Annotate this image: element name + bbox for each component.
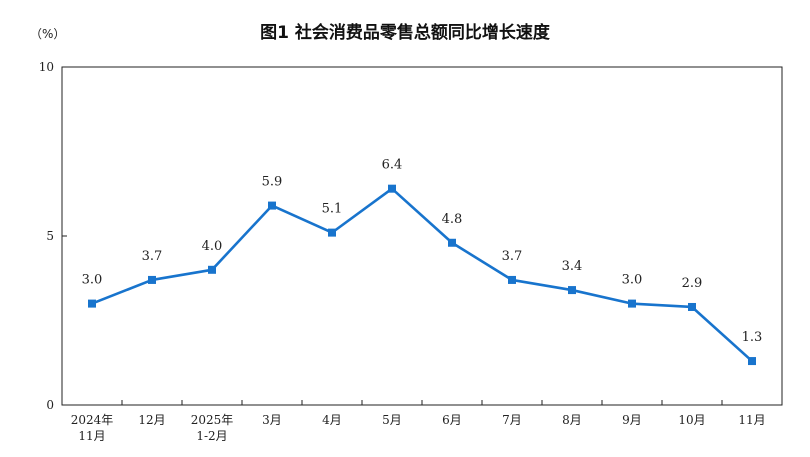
data-label-9: 3.0 [622, 273, 643, 288]
data-label-10: 2.9 [682, 276, 703, 291]
x-tick-label-2-line-1: 1-2月 [196, 429, 227, 443]
data-point-10 [688, 302, 696, 311]
x-tick-label-0-line-0: 2024年 [71, 413, 114, 427]
data-label-11: 1.3 [742, 330, 763, 345]
data-point-3 [268, 201, 276, 210]
series-layer: 3.0 3.7 4.0 5.9 5.1 6.4 4.8 3.7 3.4 3.0 2.9 1.3 [82, 158, 763, 366]
plot-frame [61, 66, 783, 406]
data-point-2 [208, 265, 216, 274]
unit-label: （%） [30, 27, 65, 41]
data-point-11 [748, 357, 756, 366]
data-point-6 [448, 238, 456, 247]
data-point-8 [568, 286, 576, 295]
data-label-7: 3.7 [502, 249, 523, 264]
data-label-2: 4.0 [202, 239, 223, 254]
x-tick-label-11: 11月 [738, 413, 765, 427]
data-label-4: 5.1 [322, 202, 343, 217]
y-tick-label-2: 10 [39, 60, 54, 74]
y-axis: 0 5 10 [39, 60, 67, 412]
data-point-7 [508, 275, 516, 284]
data-point-1 [148, 275, 156, 284]
x-tick-label-2-line-0: 2025年 [191, 413, 234, 427]
series-line-0 [90, 187, 754, 363]
data-label-6: 4.8 [442, 212, 463, 227]
data-point-5 [388, 184, 396, 193]
chart-title: 图1 社会消费品零售总额同比增长速度 [260, 22, 551, 43]
x-tick-label-7: 7月 [502, 413, 522, 427]
x-tick-label-5: 5月 [382, 413, 402, 427]
x-tick-label-10: 10月 [678, 413, 705, 427]
data-point-0 [88, 299, 96, 308]
y-tick-label-1: 5 [46, 229, 54, 243]
data-label-3: 5.9 [262, 175, 283, 190]
x-tick-label-9: 9月 [622, 413, 642, 427]
x-tick-label-1: 12月 [138, 413, 165, 427]
data-label-0: 3.0 [82, 273, 103, 288]
y-tick-label-0: 0 [46, 398, 54, 412]
data-label-8: 3.4 [562, 259, 583, 274]
x-axis: 2024年 11月 12月 2025年 1-2月 3月 4月 5月 6月 7月 8月 9月 10月 11月 [71, 400, 766, 443]
x-tick-label-3: 3月 [262, 413, 282, 427]
x-tick-label-0-line-1: 11月 [78, 429, 105, 443]
data-point-9 [628, 299, 636, 308]
data-label-1: 3.7 [142, 249, 163, 264]
x-tick-label-6: 6月 [442, 413, 462, 427]
x-tick-label-4: 4月 [322, 413, 342, 427]
data-point-4 [328, 228, 336, 237]
x-tick-label-8: 8月 [562, 413, 582, 427]
data-label-5: 6.4 [382, 158, 403, 173]
